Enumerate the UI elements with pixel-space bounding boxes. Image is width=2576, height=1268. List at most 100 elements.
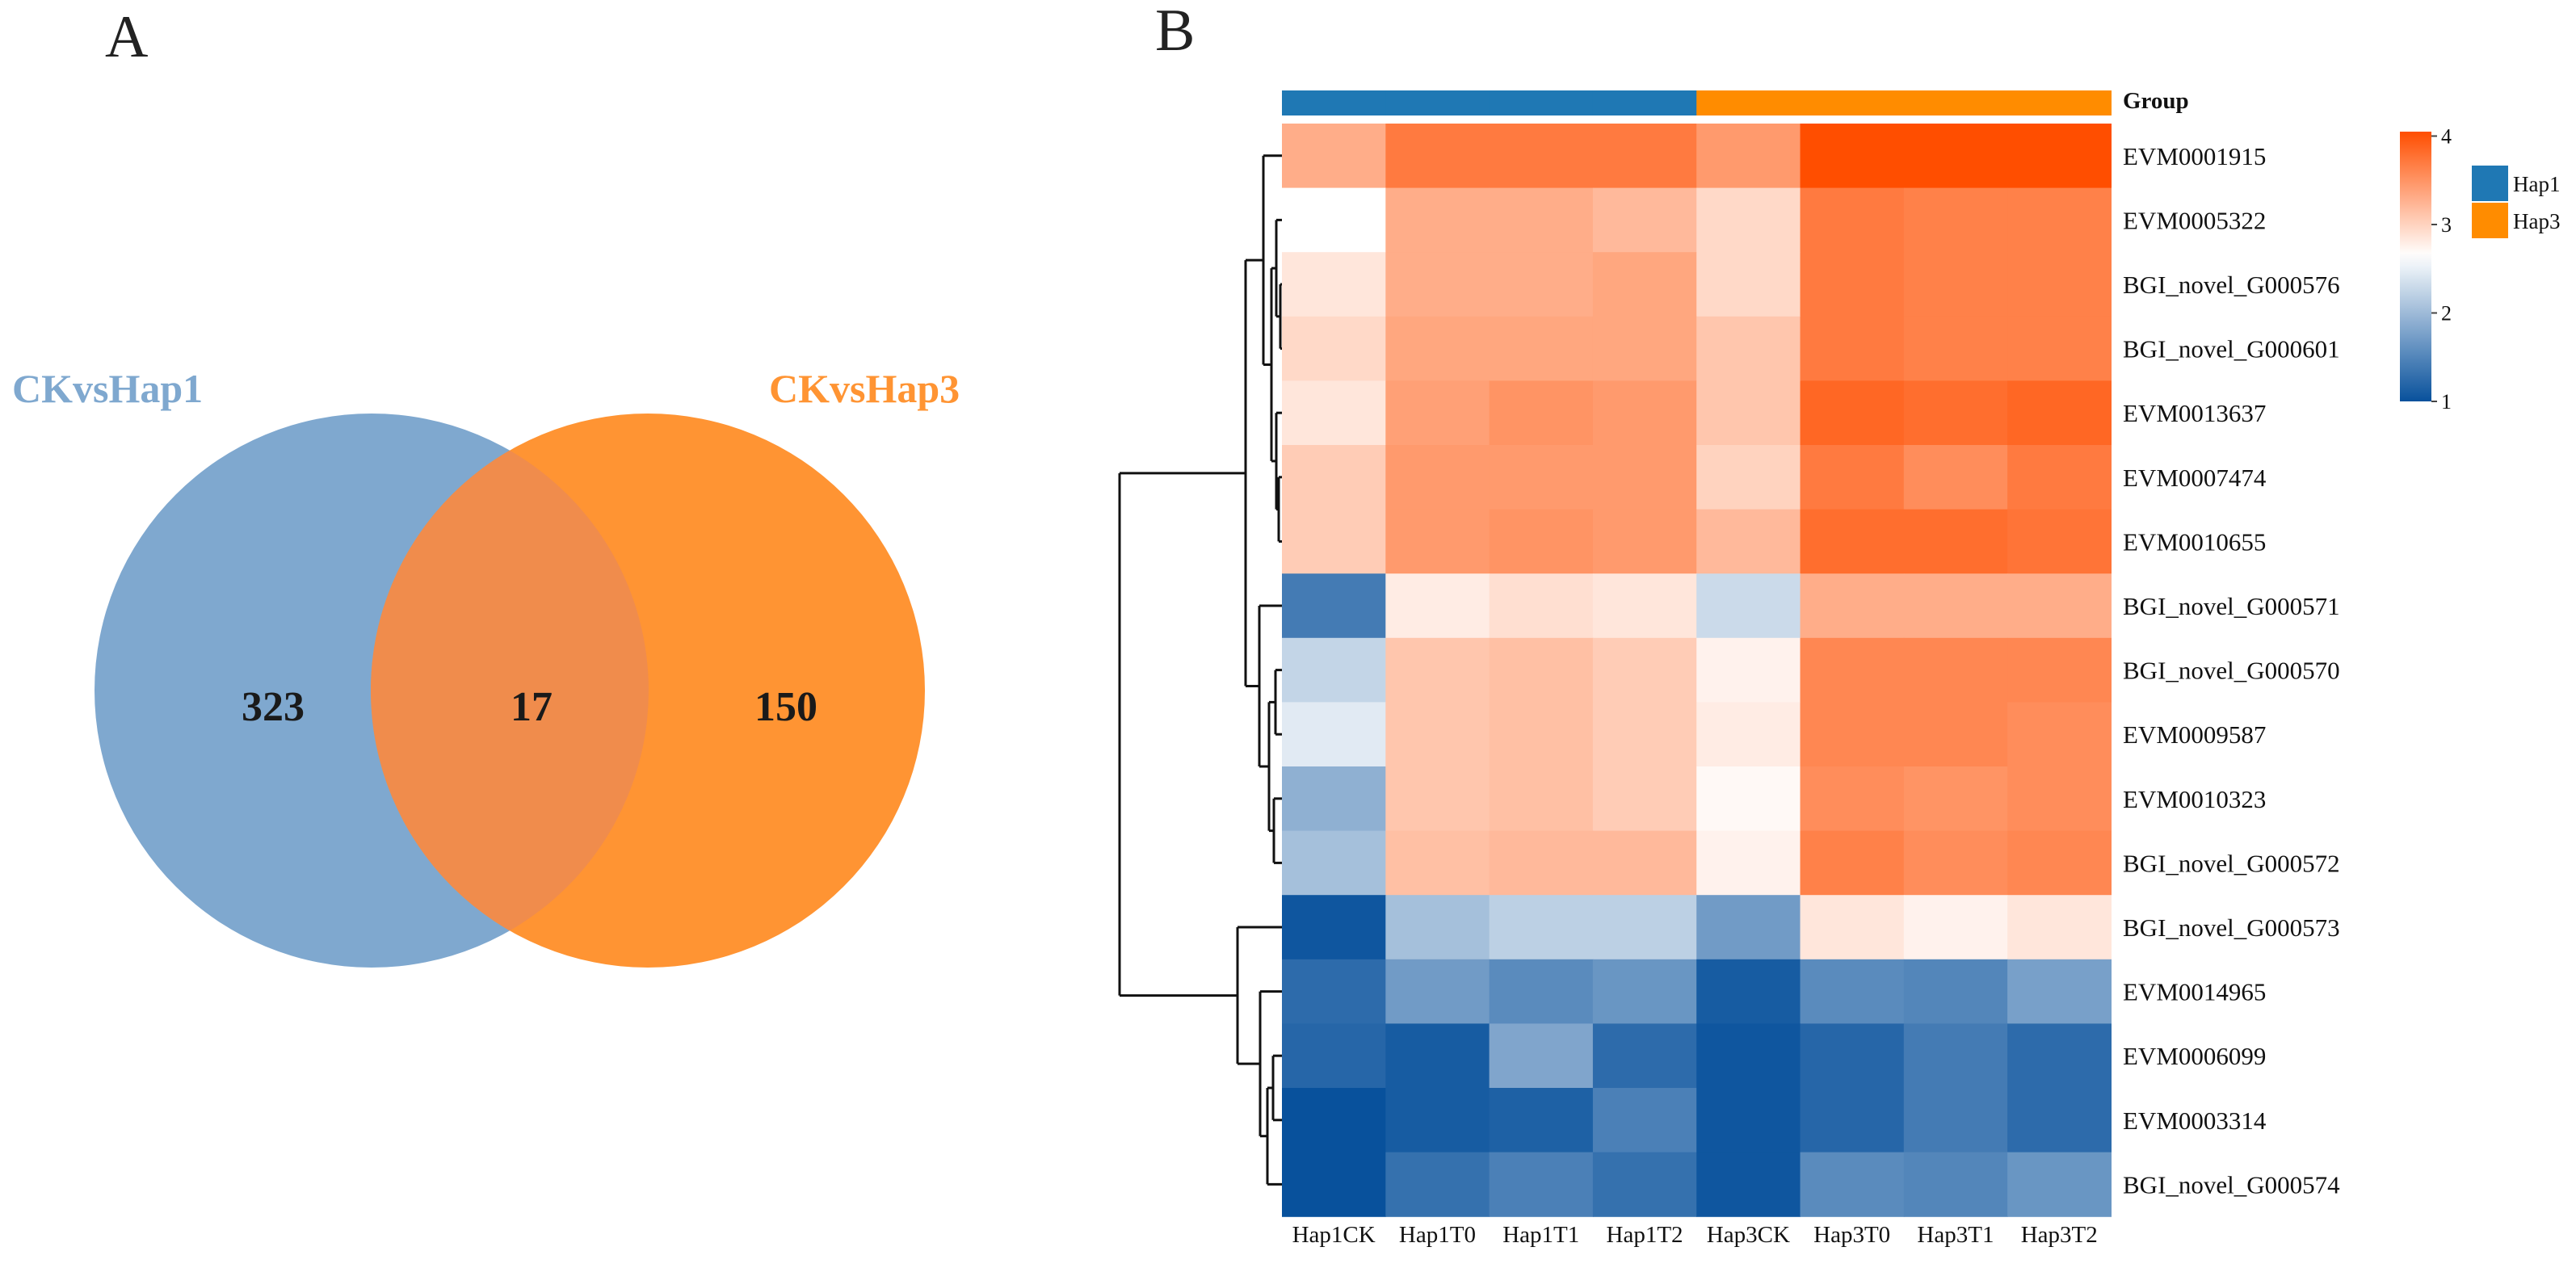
heatmap-cell [2007, 637, 2112, 703]
heatmap-cell [1592, 252, 1697, 317]
heatmap-cell [1800, 766, 1905, 832]
heatmap-cell [1800, 316, 1905, 381]
heatmap-cell [1903, 702, 2008, 767]
heatmap-cell [1696, 187, 1801, 253]
row-label: BGI_novel_G000601 [2123, 335, 2340, 363]
heatmap-cell [2007, 766, 2112, 832]
heatmap-cell [1489, 1023, 1594, 1089]
heatmap-cell [1800, 637, 1905, 703]
heatmap-cell [1592, 766, 1697, 832]
heatmap-cell [1385, 766, 1490, 832]
heatmap-cell [1800, 895, 1905, 960]
color-scale-legend: 1 2 3 4 [2400, 124, 2452, 414]
heatmap-cell [1696, 1023, 1801, 1089]
venn-set-label-left: CKvsHap1 [12, 366, 203, 411]
heatmap-cell [2007, 959, 2112, 1024]
heatmap-cell [1489, 509, 1594, 574]
heatmap-cell [1385, 445, 1490, 510]
row-label: EVM0001915 [2123, 142, 2266, 170]
heatmap-cell [2007, 702, 2112, 767]
heatmap-cell [1696, 124, 1801, 189]
heatmap-cell [2007, 124, 2112, 189]
row-label: EVM0007474 [2123, 464, 2267, 492]
heatmap-cell [1489, 445, 1594, 510]
heatmap-cell [1489, 573, 1594, 639]
row-label: BGI_novel_G000573 [2123, 913, 2340, 942]
heatmap-cell [1903, 637, 2008, 703]
heatmap-cell [1489, 380, 1594, 446]
heatmap-cell [1696, 1152, 1801, 1217]
heatmap-cell [1903, 187, 2008, 253]
heatmap-cell [1903, 1023, 2008, 1089]
heatmap-cell [1489, 959, 1594, 1024]
heatmap-cells [1282, 124, 2112, 1217]
heatmap-panel: B Group EVM0001915 EVM0005322 BGI_novel_G0… [1118, 0, 2560, 1248]
column-label: Hap1T1 [1502, 1222, 1579, 1248]
heatmap-cell [2007, 1152, 2112, 1217]
heatmap-cell [1385, 830, 1490, 896]
heatmap-cell [1489, 252, 1594, 317]
group-annotation-title: Group [2123, 88, 2189, 114]
heatmap-cell [1282, 252, 1386, 317]
heatmap-cell [1385, 380, 1490, 446]
heatmap-cell [1800, 124, 1905, 189]
group-legend-label: Hap1 [2513, 172, 2560, 196]
heatmap-cell [1385, 1152, 1490, 1217]
heatmap-cell [1282, 702, 1386, 767]
heatmap-cell [1282, 573, 1386, 639]
heatmap-cell [1489, 895, 1594, 960]
heatmap-cell [1592, 573, 1697, 639]
group-legend-label: Hap3 [2513, 209, 2560, 233]
heatmap-cell [1282, 959, 1386, 1024]
heatmap-cell [1800, 445, 1905, 510]
heatmap-cell [1800, 1088, 1905, 1153]
heatmap-cell [2007, 252, 2112, 317]
heatmap-cell [1592, 1023, 1697, 1089]
heatmap-cell [1696, 637, 1801, 703]
heatmap-cell [1800, 573, 1905, 639]
heatmap-cell [1800, 1023, 1905, 1089]
row-label: BGI_novel_G000570 [2123, 657, 2340, 685]
heatmap-cell [1696, 316, 1801, 381]
heatmap-cell [2007, 509, 2112, 574]
heatmap-cell [1903, 380, 2008, 446]
heatmap-cell [2007, 316, 2112, 381]
heatmap-cell [1489, 702, 1594, 767]
heatmap-cell [1903, 252, 2008, 317]
color-scale-tick-label: 2 [2441, 301, 2452, 325]
heatmap-cell [1696, 509, 1801, 574]
heatmap-cell [1282, 1152, 1386, 1217]
heatmap-cell [1696, 380, 1801, 446]
heatmap-cell [1800, 1152, 1905, 1217]
heatmap-cell [1385, 509, 1490, 574]
row-label: BGI_novel_G000572 [2123, 849, 2340, 877]
column-label: Hap3T1 [1917, 1222, 1994, 1248]
group-bar-segment [2007, 90, 2112, 115]
heatmap-cell [1385, 895, 1490, 960]
heatmap-cell [1903, 1152, 2008, 1217]
heatmap-cell [1489, 637, 1594, 703]
heatmap-cell [1489, 766, 1594, 832]
heatmap-cell [1592, 959, 1697, 1024]
heatmap-cell [1696, 1088, 1801, 1153]
group-bar-segment [1385, 90, 1490, 115]
heatmap-cell [1282, 1023, 1386, 1089]
heatmap-cell [1696, 895, 1801, 960]
row-label: EVM0010655 [2123, 527, 2266, 556]
group-annotation-bar [1282, 90, 2112, 115]
heatmap-cell [1903, 316, 2008, 381]
heatmap-cell [2007, 1023, 2112, 1089]
heatmap-cell [1282, 766, 1386, 832]
row-label: EVM0014965 [2123, 978, 2266, 1006]
venn-set-label-right: CKvsHap3 [769, 366, 960, 411]
heatmap-cell [1903, 766, 2008, 832]
color-scale-tick-label: 3 [2441, 213, 2452, 237]
row-label: EVM0006099 [2123, 1042, 2266, 1070]
heatmap-cell [1903, 573, 2008, 639]
heatmap-cell [1282, 124, 1386, 189]
row-label: EVM0010323 [2123, 785, 2266, 813]
heatmap-cell [1592, 637, 1697, 703]
heatmap-cell [1489, 830, 1594, 896]
heatmap-cell [1282, 509, 1386, 574]
heatmap-cell [1282, 637, 1386, 703]
